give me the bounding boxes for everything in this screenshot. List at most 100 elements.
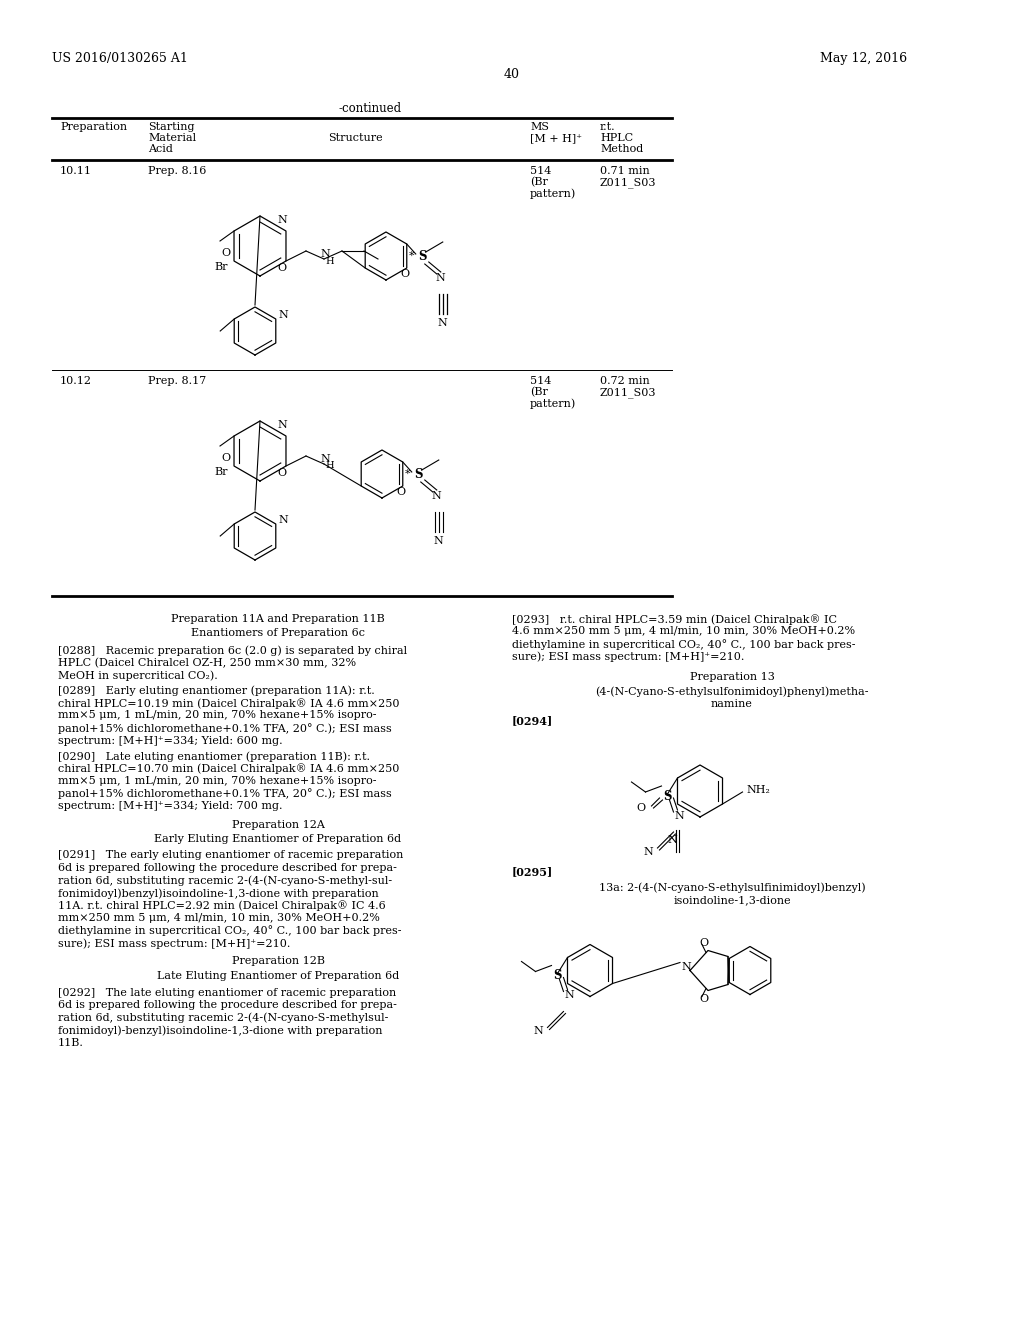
Text: Early Eluting Enantiomer of Preparation 6d: Early Eluting Enantiomer of Preparation … [155,834,401,843]
Text: sure); ESI mass spectrum: [M+H]⁺=210.: sure); ESI mass spectrum: [M+H]⁺=210. [58,939,291,949]
Text: N: N [438,318,447,327]
Text: (Br: (Br [530,387,548,397]
Text: N: N [279,310,289,319]
Text: Z011_S03: Z011_S03 [600,387,656,397]
Text: Preparation 11A and Preparation 11B: Preparation 11A and Preparation 11B [171,614,385,624]
Text: N: N [534,1027,544,1036]
Text: Preparation 12B: Preparation 12B [231,957,325,966]
Text: *: * [409,251,415,261]
Text: N: N [436,273,445,282]
Text: Acid: Acid [148,144,173,154]
Text: O: O [699,937,709,948]
Text: pattern): pattern) [530,399,577,409]
Text: N: N [564,990,574,1001]
Text: *: * [404,469,411,479]
Text: 6d is prepared following the procedure described for prepa-: 6d is prepared following the procedure d… [58,1001,397,1010]
Text: (Br: (Br [530,177,548,187]
Text: 514: 514 [530,376,551,385]
Text: mm×5 μm, 1 mL/min, 20 min, 70% hexane+15% isopro-: mm×5 μm, 1 mL/min, 20 min, 70% hexane+15… [58,710,377,721]
Text: O: O [278,263,287,273]
Text: r.t.: r.t. [600,121,615,132]
Text: 11A. r.t. chiral HPLC=2.92 min (Daicel Chiralpak® IC 4.6: 11A. r.t. chiral HPLC=2.92 min (Daicel C… [58,900,386,911]
Text: 10.12: 10.12 [60,376,92,385]
Text: Method: Method [600,144,643,154]
Text: fonimidoyl)benzyl)isoindoline-1,3-dione with preparation: fonimidoyl)benzyl)isoindoline-1,3-dione … [58,888,379,899]
Text: MeOH in supercritical CO₂).: MeOH in supercritical CO₂). [58,671,218,681]
Text: S: S [664,789,672,803]
Text: [M + H]⁺: [M + H]⁺ [530,133,582,143]
Text: panol+15% dichloromethane+0.1% TFA, 20° C.); ESI mass: panol+15% dichloromethane+0.1% TFA, 20° … [58,723,392,734]
Text: diethylamine in supercritical CO₂, 40° C., 100 bar back pres-: diethylamine in supercritical CO₂, 40° C… [58,925,401,936]
Text: spectrum: [M+H]⁺=334; Yield: 600 mg.: spectrum: [M+H]⁺=334; Yield: 600 mg. [58,735,283,746]
Text: [0292]   The late eluting enantiomer of racemic preparation: [0292] The late eluting enantiomer of ra… [58,987,396,998]
Text: N: N [681,961,691,972]
Text: O: O [221,453,230,463]
Text: MS: MS [530,121,549,132]
Text: 0.72 min: 0.72 min [600,376,650,385]
Text: [0288]   Racemic preparation 6c (2.0 g) is separated by chiral: [0288] Racemic preparation 6c (2.0 g) is… [58,645,408,656]
Text: fonimidoyl)-benzyl)isoindoline-1,3-dione with preparation: fonimidoyl)-benzyl)isoindoline-1,3-dione… [58,1026,383,1036]
Text: HPLC (Daicel Chiralcel OZ-H, 250 mm×30 mm, 32%: HPLC (Daicel Chiralcel OZ-H, 250 mm×30 m… [58,657,356,668]
Text: Prep. 8.17: Prep. 8.17 [148,376,206,385]
Text: [0294]: [0294] [512,715,553,726]
Text: N: N [278,420,287,430]
Text: N: N [668,836,678,845]
Text: N: N [434,536,443,546]
Text: S: S [419,249,427,263]
Text: Preparation 12A: Preparation 12A [231,820,325,829]
Text: 4.6 mm×250 mm 5 μm, 4 ml/min, 10 min, 30% MeOH+0.2%: 4.6 mm×250 mm 5 μm, 4 ml/min, 10 min, 30… [512,627,855,636]
Text: May 12, 2016: May 12, 2016 [820,51,907,65]
Text: O: O [636,803,645,813]
Text: O: O [396,487,406,498]
Text: N: N [278,215,287,224]
Text: H: H [326,462,334,470]
Text: N: N [279,515,289,525]
Text: [0290]   Late eluting enantiomer (preparation 11B): r.t.: [0290] Late eluting enantiomer (preparat… [58,751,370,762]
Text: N: N [644,847,653,857]
Text: 11B.: 11B. [58,1038,84,1048]
Text: 0.71 min: 0.71 min [600,166,650,176]
Text: O: O [278,469,287,478]
Text: 13a: 2-(4-(N-cyano-S-ethylsulfinimidoyl)benzyl): 13a: 2-(4-(N-cyano-S-ethylsulfinimidoyl)… [599,883,865,894]
Text: N: N [675,810,684,821]
Text: Z011_S03: Z011_S03 [600,177,656,187]
Text: N: N [321,454,330,465]
Text: ration 6d, substituting racemic 2-(4-(N-cyano-S-methylsul-: ration 6d, substituting racemic 2-(4-(N-… [58,1012,388,1023]
Text: pattern): pattern) [530,187,577,198]
Text: Late Eluting Enantiomer of Preparation 6d: Late Eluting Enantiomer of Preparation 6… [157,972,399,981]
Text: S: S [553,969,562,982]
Text: US 2016/0130265 A1: US 2016/0130265 A1 [52,51,187,65]
Text: chiral HPLC=10.19 min (Daicel Chiralpak® IA 4.6 mm×250: chiral HPLC=10.19 min (Daicel Chiralpak®… [58,698,399,709]
Text: Preparation: Preparation [60,121,127,132]
Text: 10.11: 10.11 [60,166,92,176]
Text: Prep. 8.16: Prep. 8.16 [148,166,207,176]
Text: Starting: Starting [148,121,195,132]
Text: Structure: Structure [328,133,382,143]
Text: isoindoline-1,3-dione: isoindoline-1,3-dione [673,895,791,906]
Text: Enantiomers of Preparation 6c: Enantiomers of Preparation 6c [191,628,365,639]
Text: 6d is prepared following the procedure described for prepa-: 6d is prepared following the procedure d… [58,863,397,873]
Text: namine: namine [711,700,753,709]
Text: 514: 514 [530,166,551,176]
Text: S: S [415,467,423,480]
Text: mm×5 μm, 1 mL/min, 20 min, 70% hexane+15% isopro-: mm×5 μm, 1 mL/min, 20 min, 70% hexane+15… [58,776,377,785]
Text: [0289]   Early eluting enantiomer (preparation 11A): r.t.: [0289] Early eluting enantiomer (prepara… [58,685,375,696]
Text: panol+15% dichloromethane+0.1% TFA, 20° C.); ESI mass: panol+15% dichloromethane+0.1% TFA, 20° … [58,788,392,800]
Text: mm×250 mm 5 μm, 4 ml/min, 10 min, 30% MeOH+0.2%: mm×250 mm 5 μm, 4 ml/min, 10 min, 30% Me… [58,913,380,923]
Text: (4-(N-Cyano-S-ethylsulfonimidoyl)phenyl)metha-: (4-(N-Cyano-S-ethylsulfonimidoyl)phenyl)… [595,686,868,697]
Text: O: O [221,248,230,257]
Text: 40: 40 [504,69,520,81]
Text: HPLC: HPLC [600,133,633,143]
Text: [0293]   r.t. chiral HPLC=3.59 min (Daicel Chiralpak® IC: [0293] r.t. chiral HPLC=3.59 min (Daicel… [512,614,837,624]
Text: sure); ESI mass spectrum: [M+H]⁺=210.: sure); ESI mass spectrum: [M+H]⁺=210. [512,652,744,663]
Text: Material: Material [148,133,197,143]
Text: Br: Br [214,467,228,477]
Text: O: O [400,269,410,279]
Text: -continued: -continued [339,102,401,115]
Text: N: N [321,249,330,259]
Text: Preparation 13: Preparation 13 [689,672,774,682]
Text: NH₂: NH₂ [746,785,770,795]
Text: spectrum: [M+H]⁺=334; Yield: 700 mg.: spectrum: [M+H]⁺=334; Yield: 700 mg. [58,801,283,810]
Text: [0295]: [0295] [512,866,553,876]
Text: N: N [432,491,441,502]
